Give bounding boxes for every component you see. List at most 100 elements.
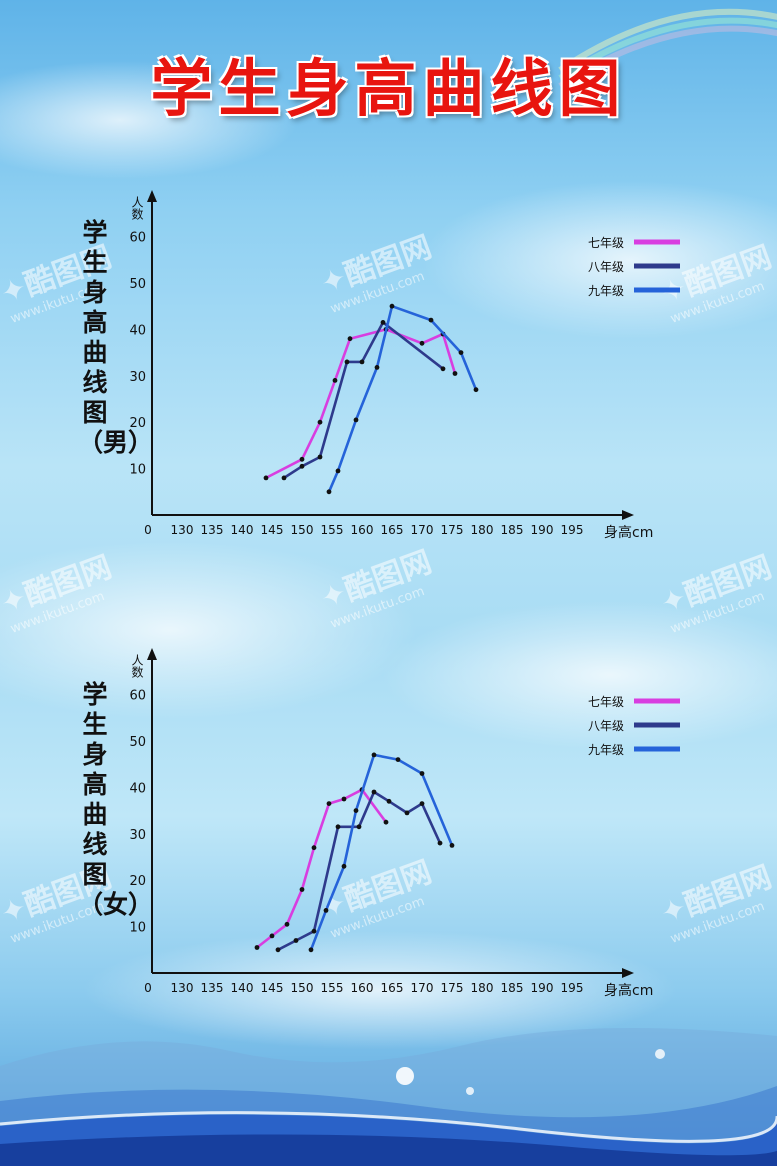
girls-chart-data-point [419, 771, 425, 776]
cloud-decoration [0, 540, 420, 720]
bottom-wave-decoration [0, 1028, 777, 1166]
boys-chart-x-axis-arrow [622, 510, 634, 520]
girls-chart-series-line-grade8 [277, 790, 442, 951]
boys-chart-data-point [299, 456, 305, 462]
girls-height-chart: 10 20 30 40 50 60 0 130 135 140 145 150 155 160 165 170… [129, 648, 680, 999]
girls-chart-data-point [308, 947, 314, 953]
girls-chart-data-point [437, 840, 443, 846]
girls-chart-y-tick-label: 50 [129, 735, 146, 750]
boys-height-chart: 10 20 30 40 50 60 0 130 135 140 145 150 155 160 165 170… [129, 190, 680, 541]
boys-chart-data-point [473, 387, 479, 393]
girls-chart-data-point [419, 801, 425, 806]
boys-chart-data-point [326, 489, 332, 495]
boys-chart-y-axis-label: 人数 [130, 196, 144, 221]
boys-chart-x-tick-label: 195 [561, 523, 584, 537]
girls-chart-data-point [383, 819, 389, 825]
boys-chart-x-tick-label: 160 [351, 523, 374, 537]
boys-chart-x-axis-label: 身高cm [604, 524, 653, 541]
boys-chart-data-point [359, 359, 365, 365]
girls-chart-data-point [371, 789, 377, 795]
girls-chart-x-tick-label: 180 [471, 981, 494, 995]
girls-chart-legend-label: 八年级 [588, 719, 624, 733]
boys-chart-legend-label: 七年级 [588, 236, 624, 250]
girls-chart-series-line-grade9 [309, 753, 454, 951]
boys-chart-data-point [335, 468, 341, 474]
girls-chart-data-point [275, 947, 281, 953]
boys-chart-y-tick-label: 40 [129, 323, 146, 338]
boys-chart-x-tick-label: 145 [261, 523, 284, 537]
girls-chart-x-tick-label: 145 [261, 981, 284, 995]
girls-chart-data-point [311, 928, 317, 934]
boys-chart-x-tick-label: 190 [531, 523, 554, 537]
boys-chart-x-tick-label: 140 [231, 523, 254, 537]
girls-chart-data-point [335, 824, 341, 830]
girls-chart-data-point [356, 824, 362, 830]
boys-chart-legend-label: 八年级 [588, 260, 624, 274]
girls-chart-data-point [371, 752, 377, 758]
girls-chart-data-point [254, 945, 260, 950]
boys-chart-data-point [458, 350, 464, 355]
girls-chart-data-point [323, 908, 329, 913]
girls-chart-y-tick-label: 40 [129, 781, 146, 796]
boys-chart-data-point [389, 303, 395, 309]
girls-chart-data-point [404, 810, 410, 816]
boys-chart-legend-label: 九年级 [588, 284, 624, 298]
girls-chart-x-tick-label: 150 [291, 981, 314, 995]
girls-chart-x-tick-label: 160 [351, 981, 374, 995]
girls-chart-y-tick-label: 10 [129, 921, 146, 936]
girls-chart-x-tick-label: 190 [531, 981, 554, 995]
girls-chart-x-tick-label: 0 [144, 981, 152, 995]
girls-chart-x-tick-label: 140 [231, 981, 254, 995]
girls-chart-data-point [449, 843, 455, 848]
boys-chart-y-tick-label: 60 [129, 231, 146, 246]
girls-chart-data-point [284, 921, 290, 927]
cloud-decoration [380, 600, 777, 750]
girls-chart-x-tick-label: 175 [441, 981, 464, 995]
boys-chart-data-point [347, 336, 353, 342]
boys-chart-data-point [317, 419, 323, 425]
boys-chart-x-tick-label: 180 [471, 523, 494, 537]
boys-chart-y-tick-label: 10 [129, 463, 146, 478]
girls-chart-y-axis-label: 人数 [130, 654, 144, 679]
girls-chart-x-tick-label: 195 [561, 981, 584, 995]
boys-chart-y-tick-label: 30 [129, 370, 146, 385]
girls-chart-x-tick-label: 130 [171, 981, 194, 995]
girls-chart-data-point [341, 796, 347, 802]
girls-chart-x-tick-label: 185 [501, 981, 524, 995]
boys-chart-data-point [353, 417, 359, 423]
boys-chart-data-point [428, 317, 434, 323]
boys-chart-x-tick-label: 150 [291, 523, 314, 537]
girls-chart-y-tick-label: 60 [129, 689, 146, 704]
boys-chart-data-point [281, 475, 287, 481]
boys-chart-data-point [419, 340, 425, 346]
girls-chart-data-point [311, 845, 317, 851]
boys-chart-x-tick-label: 135 [201, 523, 224, 537]
girls-chart-data-point [386, 798, 392, 804]
girls-chart-y-tick-label: 30 [129, 828, 146, 843]
girls-chart-x-tick-label: 135 [201, 981, 224, 995]
boys-chart-x-tick-label: 170 [411, 523, 434, 537]
boys-chart-x-tick-label: 130 [171, 523, 194, 537]
boys-chart-data-point [440, 366, 446, 372]
cloud-decoration [0, 60, 300, 180]
cloud-decoration [420, 180, 777, 340]
girls-chart-data-point [299, 887, 305, 892]
boys-chart-data-point [332, 378, 338, 383]
boys-chart-data-point [374, 365, 380, 370]
girls-chart-x-axis-label: 身高cm [604, 982, 653, 999]
boys-chart-x-tick-label: 165 [381, 523, 404, 537]
girls-chart-legend-label: 七年级 [588, 695, 624, 709]
boys-chart-x-tick-label: 155 [321, 523, 344, 537]
boys-chart-data-point [380, 320, 386, 325]
boys-chart-x-tick-label: 185 [501, 523, 524, 537]
girls-chart-data-point [269, 933, 275, 939]
girls-chart-data-point [326, 801, 332, 806]
boys-chart-data-point [263, 475, 269, 481]
boys-chart-data-point [299, 463, 305, 469]
girls-chart-y-tick-label: 20 [129, 874, 146, 889]
girls-chart-data-point [395, 757, 401, 762]
girls-chart-data-point [293, 938, 299, 943]
girls-chart-data-point [341, 863, 347, 869]
poster-title: 学生身高曲线图 [150, 52, 627, 125]
